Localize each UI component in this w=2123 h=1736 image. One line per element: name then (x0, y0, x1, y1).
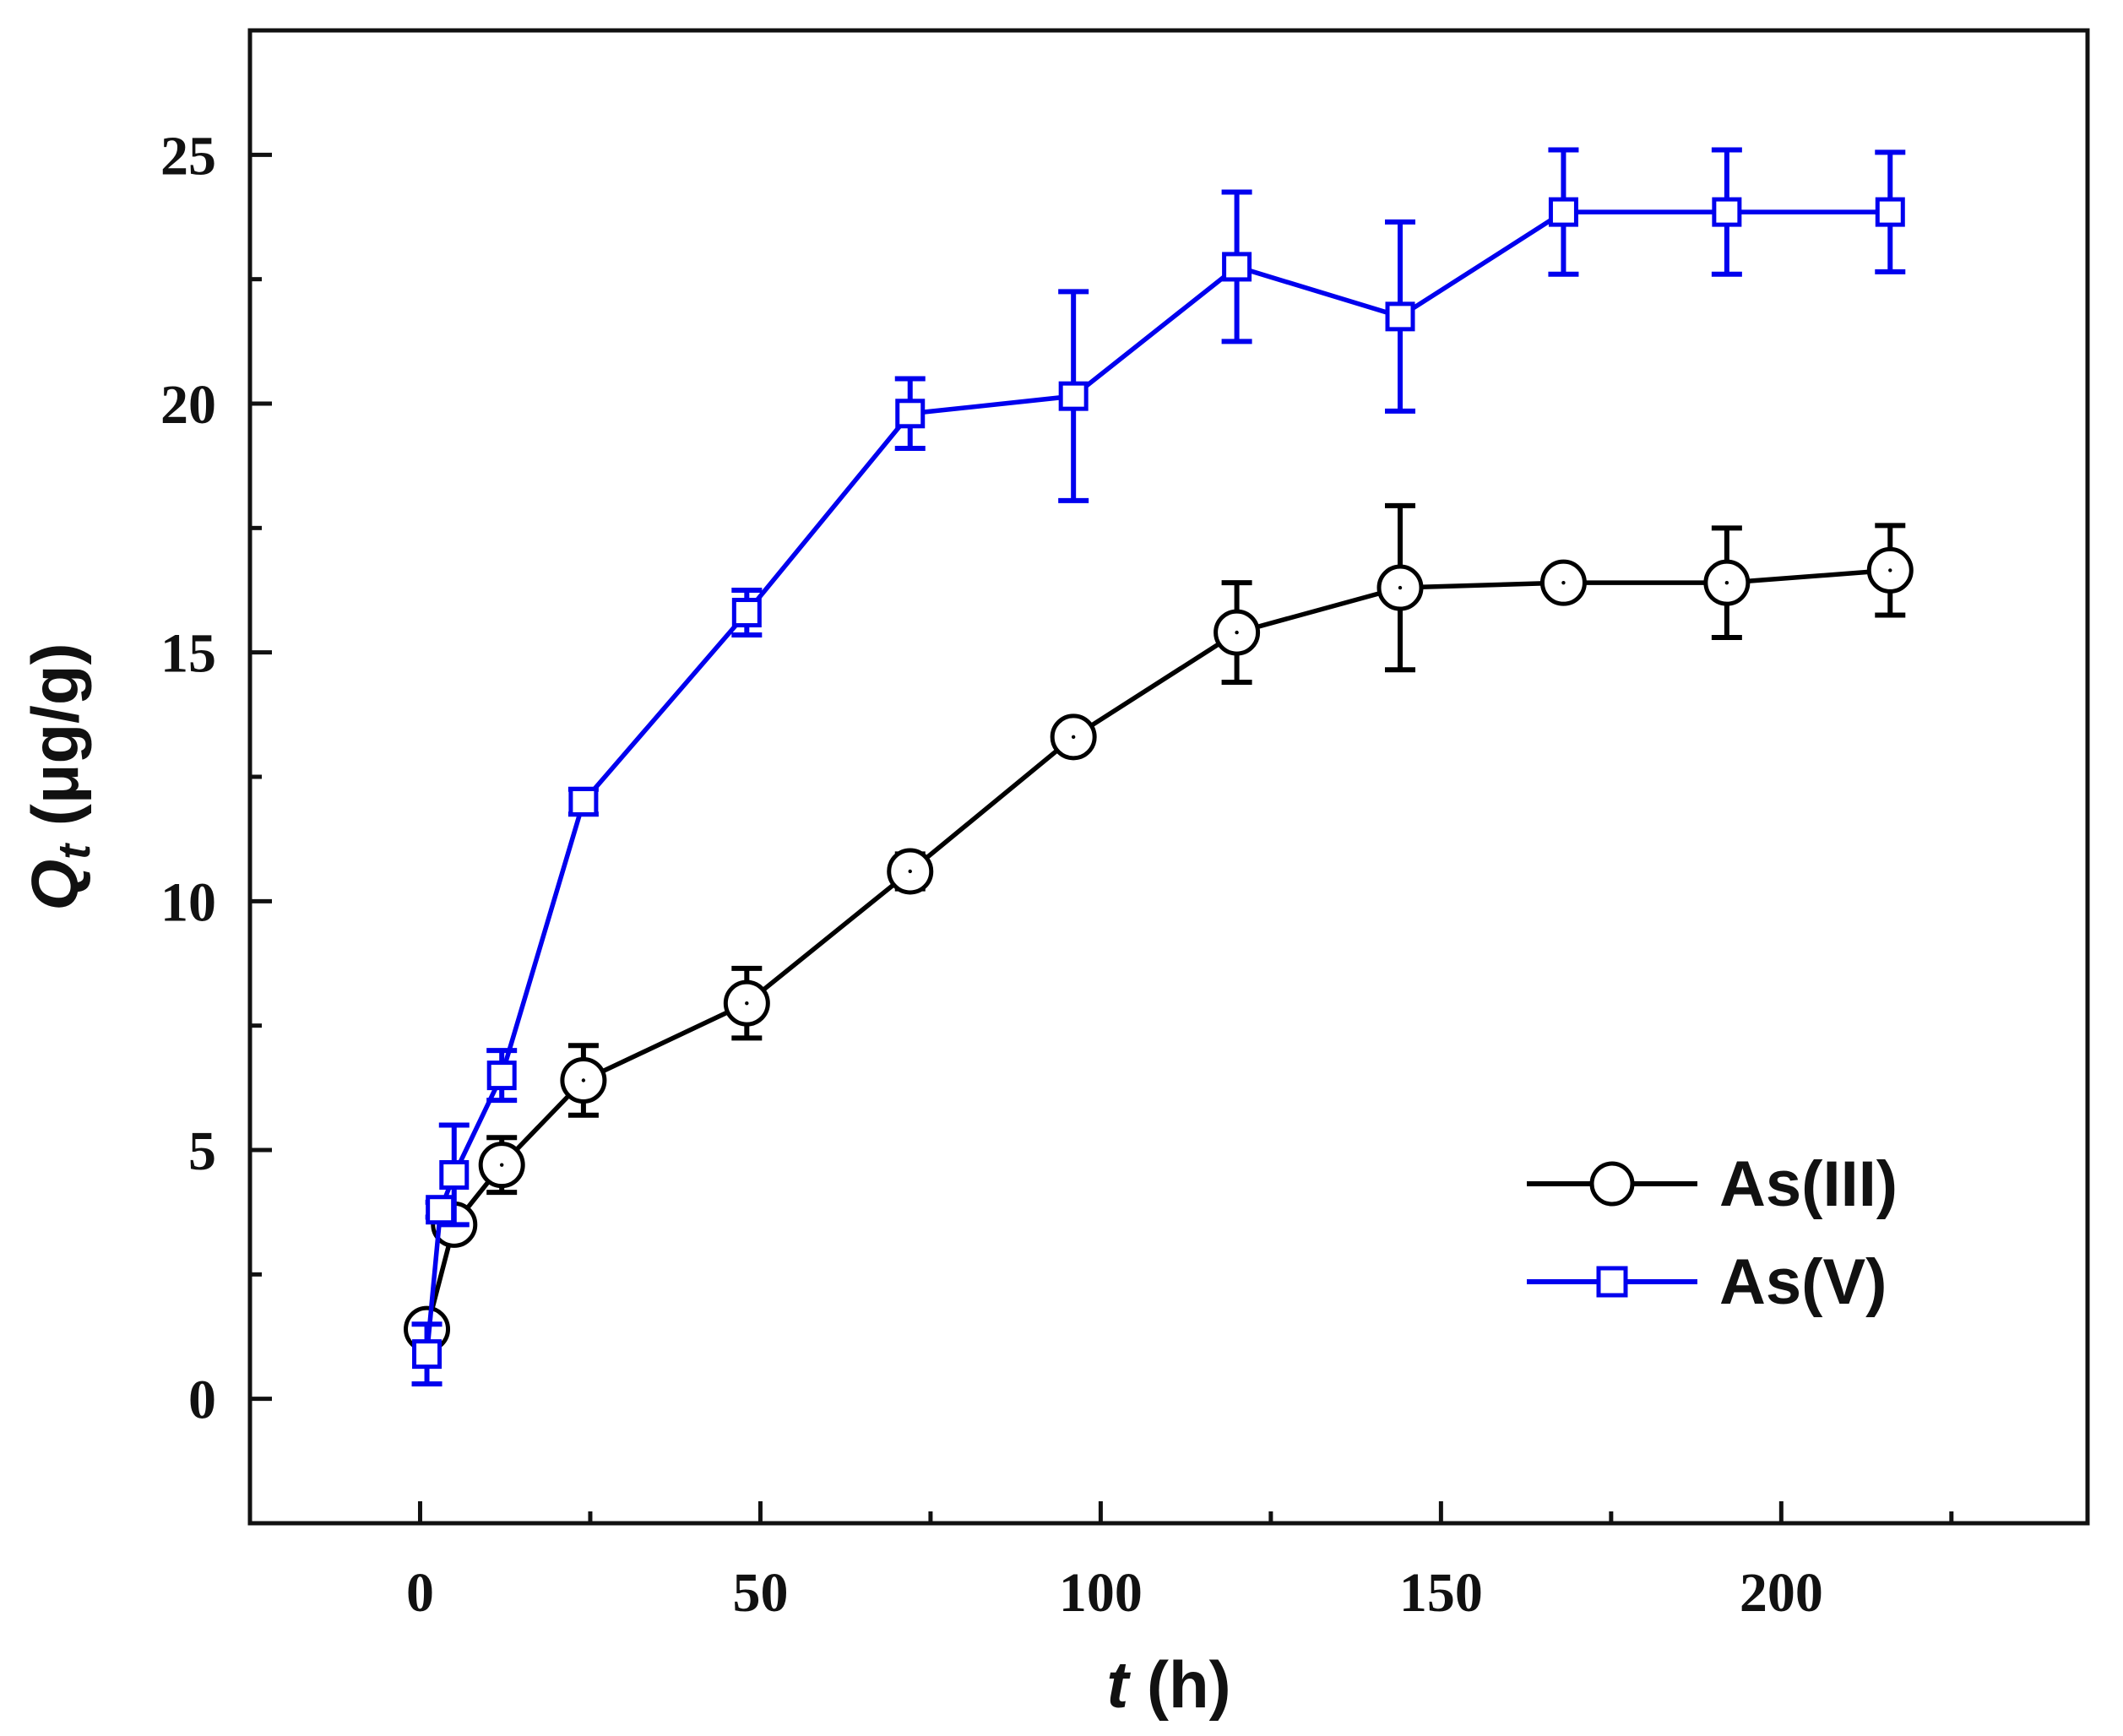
data-point-center (1888, 568, 1892, 572)
legend-label-as-iii: As(III) (1719, 1148, 1898, 1220)
y-tick-label: 0 (188, 1370, 216, 1431)
x-axis-title: t (h) (1106, 1647, 1230, 1722)
data-point (439, 1159, 470, 1190)
x-axis-ticks: 0 50 100 150 200 (406, 1501, 1954, 1624)
data-point-center (581, 1078, 586, 1082)
x-tick-label: 0 (406, 1562, 434, 1624)
data-point-center (745, 1001, 749, 1006)
data-point-center (1398, 585, 1403, 590)
y-axis-ticks: 0 5 10 15 20 25 (160, 125, 272, 1431)
data-point-center (1071, 735, 1076, 740)
legend-entry-as-iii: As(III) (1527, 1148, 1898, 1220)
data-point (1058, 381, 1089, 411)
x-tick-label: 150 (1399, 1562, 1483, 1624)
y-tick-label: 20 (160, 374, 216, 436)
x-tick-label: 200 (1740, 1562, 1823, 1624)
data-point-center (1724, 580, 1729, 585)
data-series (404, 147, 1914, 1386)
data-point (1222, 252, 1252, 282)
y-tick-label: 10 (160, 871, 216, 933)
legend-entry-as-v: As(V) (1527, 1246, 1887, 1318)
legend-marker-square (1596, 1266, 1628, 1298)
data-point (731, 598, 762, 628)
x-tick-label: 50 (732, 1562, 788, 1624)
series-line (424, 567, 1891, 1330)
data-point-center (499, 1163, 504, 1167)
data-point (412, 1339, 443, 1370)
data-point-center (1561, 580, 1566, 585)
legend-marker-circle (1589, 1161, 1635, 1207)
data-point-center (1235, 630, 1239, 635)
series-as-iii (404, 502, 1914, 1353)
y-tick-label: 5 (188, 1120, 216, 1182)
data-point (1548, 197, 1578, 227)
data-point (1875, 197, 1905, 227)
x-tick-label: 100 (1059, 1562, 1143, 1624)
data-point (486, 1061, 517, 1091)
data-point (568, 786, 599, 816)
y-tick-label: 25 (160, 125, 216, 187)
legend: As(III) As(V) (1527, 1148, 1898, 1318)
data-point-center (908, 869, 912, 874)
data-point (426, 1195, 456, 1225)
y-tick-label: 15 (160, 623, 216, 685)
data-point (1385, 301, 1415, 332)
y-axis-title: Qt (μg/g) (18, 643, 100, 911)
data-point (895, 399, 926, 429)
series-as-v (411, 147, 1906, 1386)
data-point (1712, 197, 1742, 227)
legend-label-as-v: As(V) (1719, 1246, 1887, 1318)
